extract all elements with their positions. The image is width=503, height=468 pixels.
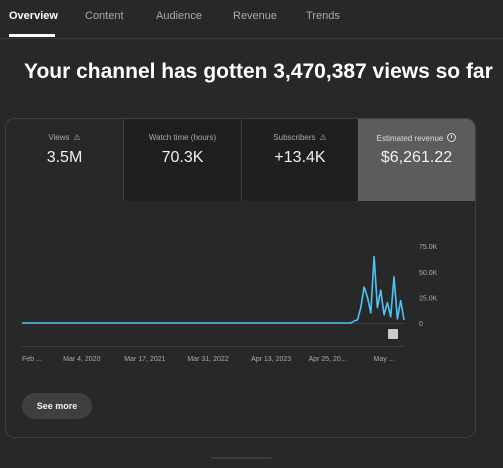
chart-end-marker-icon[interactable] <box>388 329 398 339</box>
x-tick-label: May ... <box>374 356 395 363</box>
metric-views-label: Views <box>48 133 70 142</box>
x-tick-label: Mar 17, 2021 <box>124 356 165 363</box>
y-tick-label: 0 <box>419 321 423 328</box>
metric-subscribers-label: Subscribers <box>273 133 316 142</box>
x-tick-label: Apr 25, 20... <box>309 356 347 363</box>
metric-watch-time-value: 70.3K <box>161 149 204 166</box>
divider <box>123 119 124 201</box>
metric-revenue-label: Estimated revenue <box>376 134 444 143</box>
chart-svg: 75.0K 50.0K 25.0K 0 Feb ... Mar 4, 2020 Mar 17… <box>22 244 438 363</box>
y-tick-label: 25.0K <box>419 295 438 302</box>
clock-icon <box>447 133 457 142</box>
tab-audience[interactable]: Audience <box>156 10 202 22</box>
overview-card: Views ⚠ 3.5M Watch time (hours) 70.3K Sub… <box>5 118 476 438</box>
x-tick-label: Mar 31, 2022 <box>187 356 228 363</box>
x-tick-label: Mar 4, 2020 <box>63 356 100 363</box>
revenue-line[interactable] <box>22 255 405 324</box>
scroll-indicator <box>210 457 272 459</box>
y-tick-label: 50.0K <box>419 270 438 277</box>
warning-icon: ⚠ <box>73 133 81 142</box>
metric-watch-time[interactable]: Watch time (hours) 70.3K <box>124 119 241 201</box>
metric-subscribers[interactable]: Subscribers ⚠ +13.4K <box>242 119 358 201</box>
divider <box>241 119 242 201</box>
y-tick-label: 75.0K <box>419 244 438 251</box>
tab-trends[interactable]: Trends <box>306 10 340 22</box>
metric-estimated-revenue[interactable]: Estimated revenue $6,261.22 <box>358 119 475 201</box>
active-tab-indicator <box>9 34 55 37</box>
see-more-button[interactable]: See more <box>22 393 92 419</box>
revenue-chart: 75.0K 50.0K 25.0K 0 Feb ... Mar 4, 2020 Mar 17… <box>6 201 475 437</box>
metric-subscribers-value: +13.4K <box>274 149 326 166</box>
metric-revenue-value: $6,261.22 <box>380 149 453 166</box>
warning-icon: ⚠ <box>319 133 327 142</box>
tab-revenue[interactable]: Revenue <box>233 10 278 22</box>
metric-views-value: 3.5M <box>46 149 83 166</box>
tab-content[interactable]: Content <box>85 10 124 22</box>
metric-watch-time-label: Watch time (hours) <box>148 133 217 142</box>
x-tick-label: Apr 13, 2023 <box>251 356 291 363</box>
tab-overview[interactable]: Overview <box>9 10 58 22</box>
x-tick-label: Feb ... <box>22 356 42 363</box>
page-headline: Your channel has gotten 3,470,387 views … <box>24 60 493 83</box>
tab-bar: Overview Content Audience Revenue Trends <box>0 0 503 39</box>
metric-views[interactable]: Views ⚠ 3.5M <box>6 119 123 201</box>
